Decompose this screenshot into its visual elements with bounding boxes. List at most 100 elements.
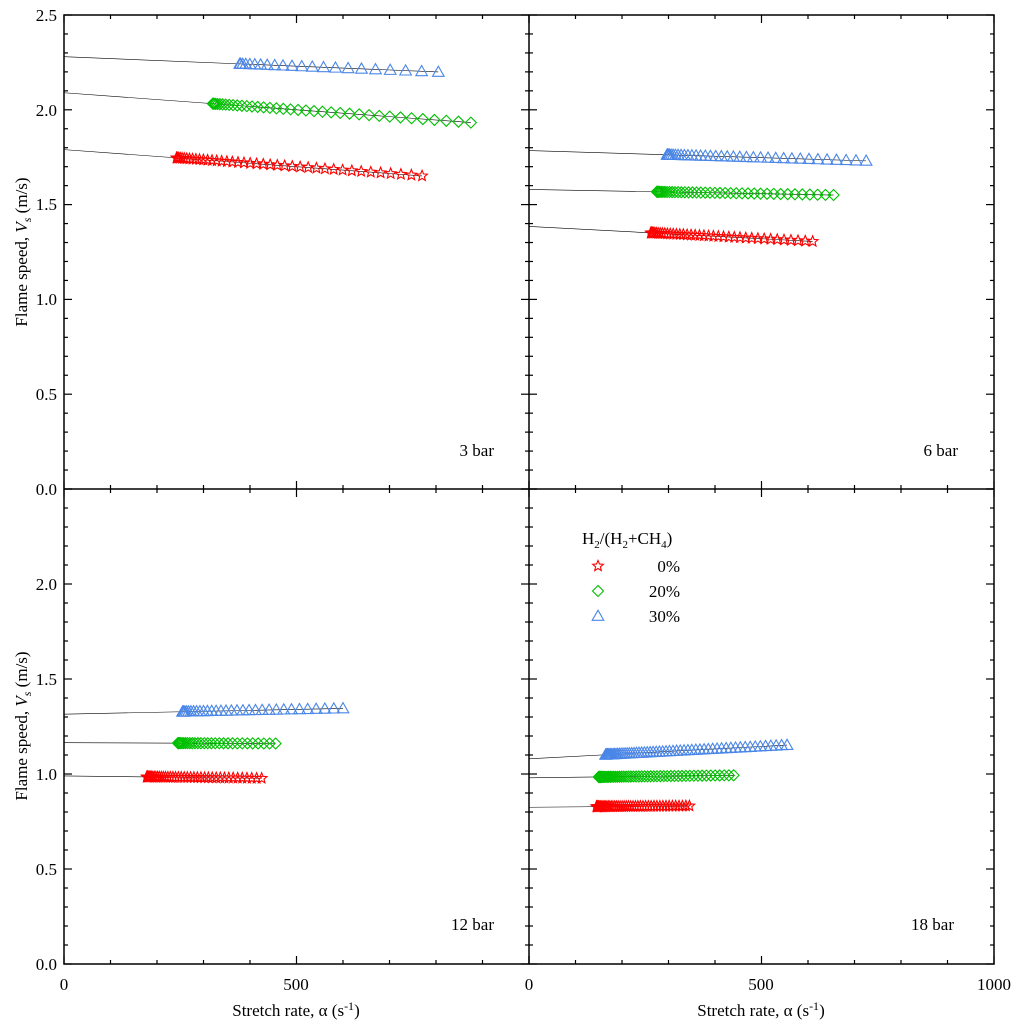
data-point-h30: [267, 58, 282, 71]
data-point-h0: [293, 159, 307, 173]
data-point-h20: [713, 769, 726, 782]
y-tick-label-top-2: 1.0: [36, 290, 57, 309]
data-point-h30: [277, 702, 291, 715]
data-point-h0: [404, 168, 419, 181]
data-point-h20: [440, 114, 453, 128]
data-point-h30: [255, 703, 269, 716]
x-tick-label-left-0: 0: [60, 975, 69, 994]
data-point-h20: [333, 106, 347, 120]
data-point-h20: [177, 736, 190, 750]
y-axis-title-bottom: Flame speed, Vs (m/s): [12, 651, 34, 800]
data-point-h30: [785, 151, 799, 164]
data-point-h30: [431, 65, 446, 77]
data-point-h20: [208, 736, 222, 750]
data-point-h20: [207, 97, 221, 111]
data-point-h20: [291, 103, 305, 117]
data-point-h30: [284, 702, 299, 715]
data-point-h20: [251, 737, 265, 750]
data-point-h20: [213, 737, 226, 750]
data-point-h30: [768, 151, 783, 164]
data-point-h20: [687, 769, 701, 783]
data-point-h30: [316, 60, 331, 73]
data-point-h20: [405, 111, 418, 125]
data-point-h30: [309, 702, 323, 714]
data-point-h20: [695, 769, 709, 782]
data-point-h20: [668, 185, 682, 199]
legend-title: H2/(H2+CH4): [582, 529, 672, 551]
data-point-h0: [200, 153, 215, 166]
data-point-h30: [414, 64, 429, 77]
data-point-h20: [682, 186, 695, 199]
data-point-h30: [811, 152, 825, 165]
data-point-h20: [632, 770, 646, 783]
data-point-h30: [383, 63, 397, 75]
data-point-h20: [235, 99, 249, 113]
data-point-h30: [336, 701, 350, 714]
data-point-h20: [644, 770, 657, 783]
data-point-h20: [724, 186, 737, 200]
data-point-h30: [327, 701, 341, 714]
data-point-h0: [373, 165, 388, 179]
legend-markers: [591, 558, 605, 621]
legend: H2/(H2+CH4) 0% 20% 30%: [582, 529, 680, 626]
fit-line-h0: [63, 149, 423, 177]
data-point-h30: [328, 60, 343, 73]
data-point-h30: [276, 58, 290, 71]
tick-marks: [63, 14, 995, 965]
data-point-h20: [217, 737, 230, 750]
y-tick-label-bottom-3: 1.5: [36, 670, 57, 689]
data-point-h0: [364, 165, 378, 178]
data-point-h20: [741, 187, 755, 200]
legend-label-30: 30%: [649, 607, 680, 626]
data-point-h20: [690, 186, 703, 199]
panel-label-3-bar: 3 bar: [460, 441, 495, 460]
data-point-h30: [305, 59, 320, 72]
data-point-h20: [638, 770, 651, 783]
data-point-h30: [820, 152, 834, 165]
data-point-h20: [416, 112, 430, 126]
legend-marker-h30: [591, 609, 605, 621]
data-point-h20: [251, 100, 264, 114]
data-point-h20: [647, 769, 661, 783]
data-point-h20: [727, 769, 740, 782]
data-point-h20: [307, 104, 321, 118]
data-point-h20: [231, 737, 244, 750]
data-point-h20: [316, 105, 329, 118]
y-tick-label-top-1: 0.5: [36, 385, 57, 404]
legend-label-20: 20%: [649, 582, 680, 601]
y-tick-label-bottom-0: 0.0: [36, 955, 57, 974]
data-point-h20: [191, 736, 205, 750]
y-tick-label-top-0: 0.0: [36, 480, 57, 499]
panel-label-18-bar: 18 bar: [911, 915, 954, 934]
data-point-h0: [254, 771, 269, 785]
data-point-h20: [717, 769, 731, 782]
data-point-h30: [285, 59, 299, 71]
data-point-h30: [802, 152, 816, 165]
data-point-h30: [368, 62, 383, 75]
data-point-h20: [652, 185, 665, 199]
data-point-h20: [245, 100, 259, 113]
data-point-h0: [354, 164, 368, 178]
data-point-h30: [269, 702, 284, 715]
data-point-h30: [839, 153, 853, 166]
data-point-h30: [726, 149, 741, 162]
data-point-h20: [713, 186, 727, 200]
x-tick-label-right-1000: 1000: [977, 975, 1011, 994]
data-point-h20: [257, 737, 271, 750]
data-point-h0: [692, 228, 707, 242]
panel-label-12-bar: 12 bar: [451, 915, 494, 934]
data-point-h0: [383, 166, 398, 180]
data-point-h30: [248, 703, 263, 716]
data-point-h30: [746, 150, 761, 163]
data-point-h20: [464, 116, 478, 129]
data-point-h20: [708, 769, 722, 782]
data-point-h30: [318, 701, 332, 714]
data-point-h20: [240, 99, 254, 113]
data-point-h30: [780, 738, 794, 750]
data-point-h30: [253, 57, 268, 70]
data-point-h20: [213, 97, 227, 111]
x-axis-title-right: Stretch rate, α (s-1): [697, 999, 824, 1020]
data-point-h20: [221, 737, 235, 750]
